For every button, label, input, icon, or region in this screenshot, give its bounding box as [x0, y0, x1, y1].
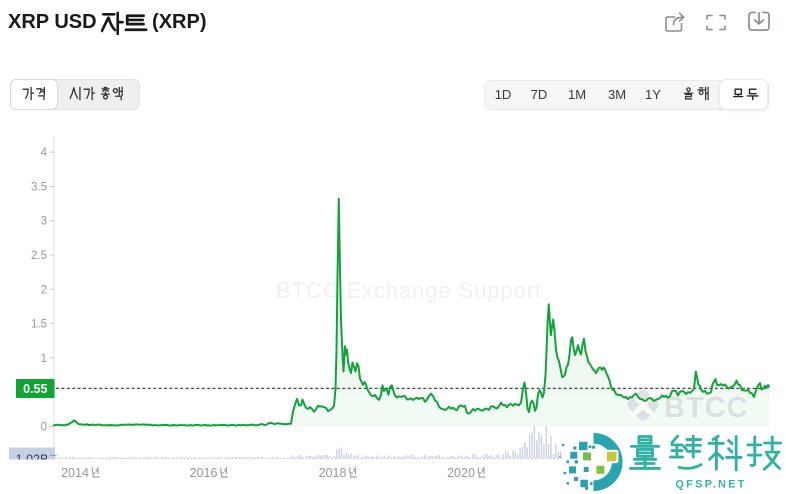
svg-text:1.02B: 1.02B — [16, 453, 49, 467]
svg-text:2016: 2016 — [190, 466, 218, 480]
svg-text:BTCC: BTCC — [664, 392, 749, 424]
svg-text:2.5: 2.5 — [31, 250, 47, 262]
svg-text:0: 0 — [41, 422, 47, 434]
svg-text:BTCC Exchange Support: BTCC Exchange Support — [276, 278, 542, 303]
svg-text:3.5: 3.5 — [31, 181, 47, 193]
svg-text:2: 2 — [41, 284, 47, 296]
svg-text:4: 4 — [41, 147, 48, 159]
svg-text:2020: 2020 — [447, 466, 475, 480]
svg-text:2018: 2018 — [319, 466, 347, 480]
svg-text:2014: 2014 — [61, 466, 89, 480]
svg-text:1: 1 — [41, 353, 47, 365]
svg-text:0.55: 0.55 — [23, 382, 47, 396]
svg-text:QFSP.NET: QFSP.NET — [675, 479, 746, 491]
svg-text:3: 3 — [41, 216, 47, 228]
svg-text:1.5: 1.5 — [31, 319, 47, 331]
